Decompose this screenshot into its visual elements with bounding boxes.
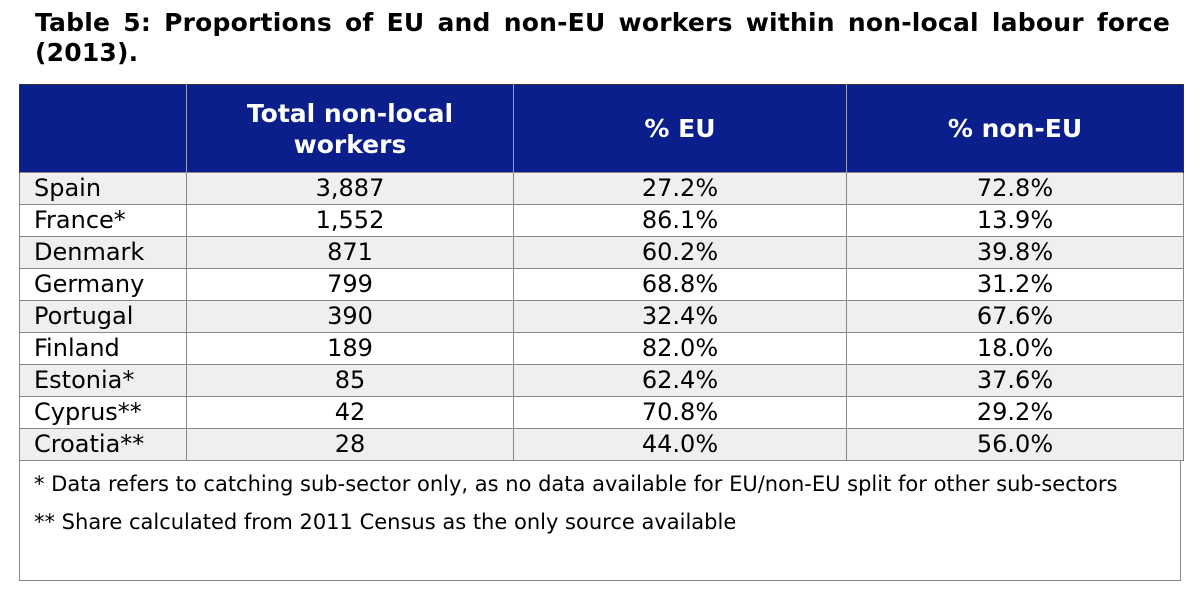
table-row: Spain 3,887 27.2% 72.8% bbox=[19, 172, 1184, 205]
non-eu-cell: 72.8% bbox=[846, 172, 1184, 205]
total-cell: 871 bbox=[186, 236, 514, 269]
total-cell: 42 bbox=[186, 396, 514, 429]
country-cell: Spain bbox=[19, 172, 187, 205]
header-percent-non-eu: % non-EU bbox=[846, 84, 1184, 173]
non-eu-cell: 39.8% bbox=[846, 236, 1184, 269]
table-row: Germany 799 68.8% 31.2% bbox=[19, 268, 1184, 301]
non-eu-cell: 67.6% bbox=[846, 300, 1184, 333]
eu-cell: 86.1% bbox=[513, 204, 847, 237]
country-cell: Croatia** bbox=[19, 428, 187, 461]
total-cell: 85 bbox=[186, 364, 514, 397]
header-total-non-local-workers: Total non-local workers bbox=[186, 84, 514, 173]
eu-cell: 70.8% bbox=[513, 396, 847, 429]
eu-cell: 27.2% bbox=[513, 172, 847, 205]
country-cell: Denmark bbox=[19, 236, 187, 269]
eu-cell: 82.0% bbox=[513, 332, 847, 365]
table-row: Portugal 390 32.4% 67.6% bbox=[19, 300, 1184, 333]
country-cell: Cyprus** bbox=[19, 396, 187, 429]
country-cell: France* bbox=[19, 204, 187, 237]
eu-cell: 68.8% bbox=[513, 268, 847, 301]
non-eu-cell: 37.6% bbox=[846, 364, 1184, 397]
table-row: Denmark 871 60.2% 39.8% bbox=[19, 236, 1184, 269]
non-eu-cell: 56.0% bbox=[846, 428, 1184, 461]
country-cell: Germany bbox=[19, 268, 187, 301]
non-eu-cell: 31.2% bbox=[846, 268, 1184, 301]
table-row: France* 1,552 86.1% 13.9% bbox=[19, 204, 1184, 237]
total-cell: 3,887 bbox=[186, 172, 514, 205]
total-cell: 28 bbox=[186, 428, 514, 461]
total-cell: 189 bbox=[186, 332, 514, 365]
eu-cell: 32.4% bbox=[513, 300, 847, 333]
note-catching-sub-sector: * Data refers to catching sub-sector onl… bbox=[34, 472, 1118, 496]
eu-cell: 62.4% bbox=[513, 364, 847, 397]
table-notes: * Data refers to catching sub-sector onl… bbox=[19, 461, 1181, 581]
table-title: Table 5: Proportions of EU and non-EU wo… bbox=[35, 8, 1170, 67]
non-eu-cell: 29.2% bbox=[846, 396, 1184, 429]
header-country bbox=[19, 84, 187, 173]
non-eu-cell: 18.0% bbox=[846, 332, 1184, 365]
total-cell: 1,552 bbox=[186, 204, 514, 237]
workers-table: Total non-local workers % EU % non-EU Sp… bbox=[19, 84, 1184, 461]
table-row: Croatia** 28 44.0% 56.0% bbox=[19, 428, 1184, 461]
table-row: Finland 189 82.0% 18.0% bbox=[19, 332, 1184, 365]
country-cell: Finland bbox=[19, 332, 187, 365]
table-row: Cyprus** 42 70.8% 29.2% bbox=[19, 396, 1184, 429]
country-cell: Portugal bbox=[19, 300, 187, 333]
header-row: Total non-local workers % EU % non-EU bbox=[19, 84, 1184, 173]
non-eu-cell: 13.9% bbox=[846, 204, 1184, 237]
header-percent-eu: % EU bbox=[513, 84, 847, 173]
country-cell: Estonia* bbox=[19, 364, 187, 397]
total-cell: 799 bbox=[186, 268, 514, 301]
eu-cell: 44.0% bbox=[513, 428, 847, 461]
note-census-share: ** Share calculated from 2011 Census as … bbox=[34, 510, 737, 534]
table-row: Estonia* 85 62.4% 37.6% bbox=[19, 364, 1184, 397]
eu-cell: 60.2% bbox=[513, 236, 847, 269]
total-cell: 390 bbox=[186, 300, 514, 333]
